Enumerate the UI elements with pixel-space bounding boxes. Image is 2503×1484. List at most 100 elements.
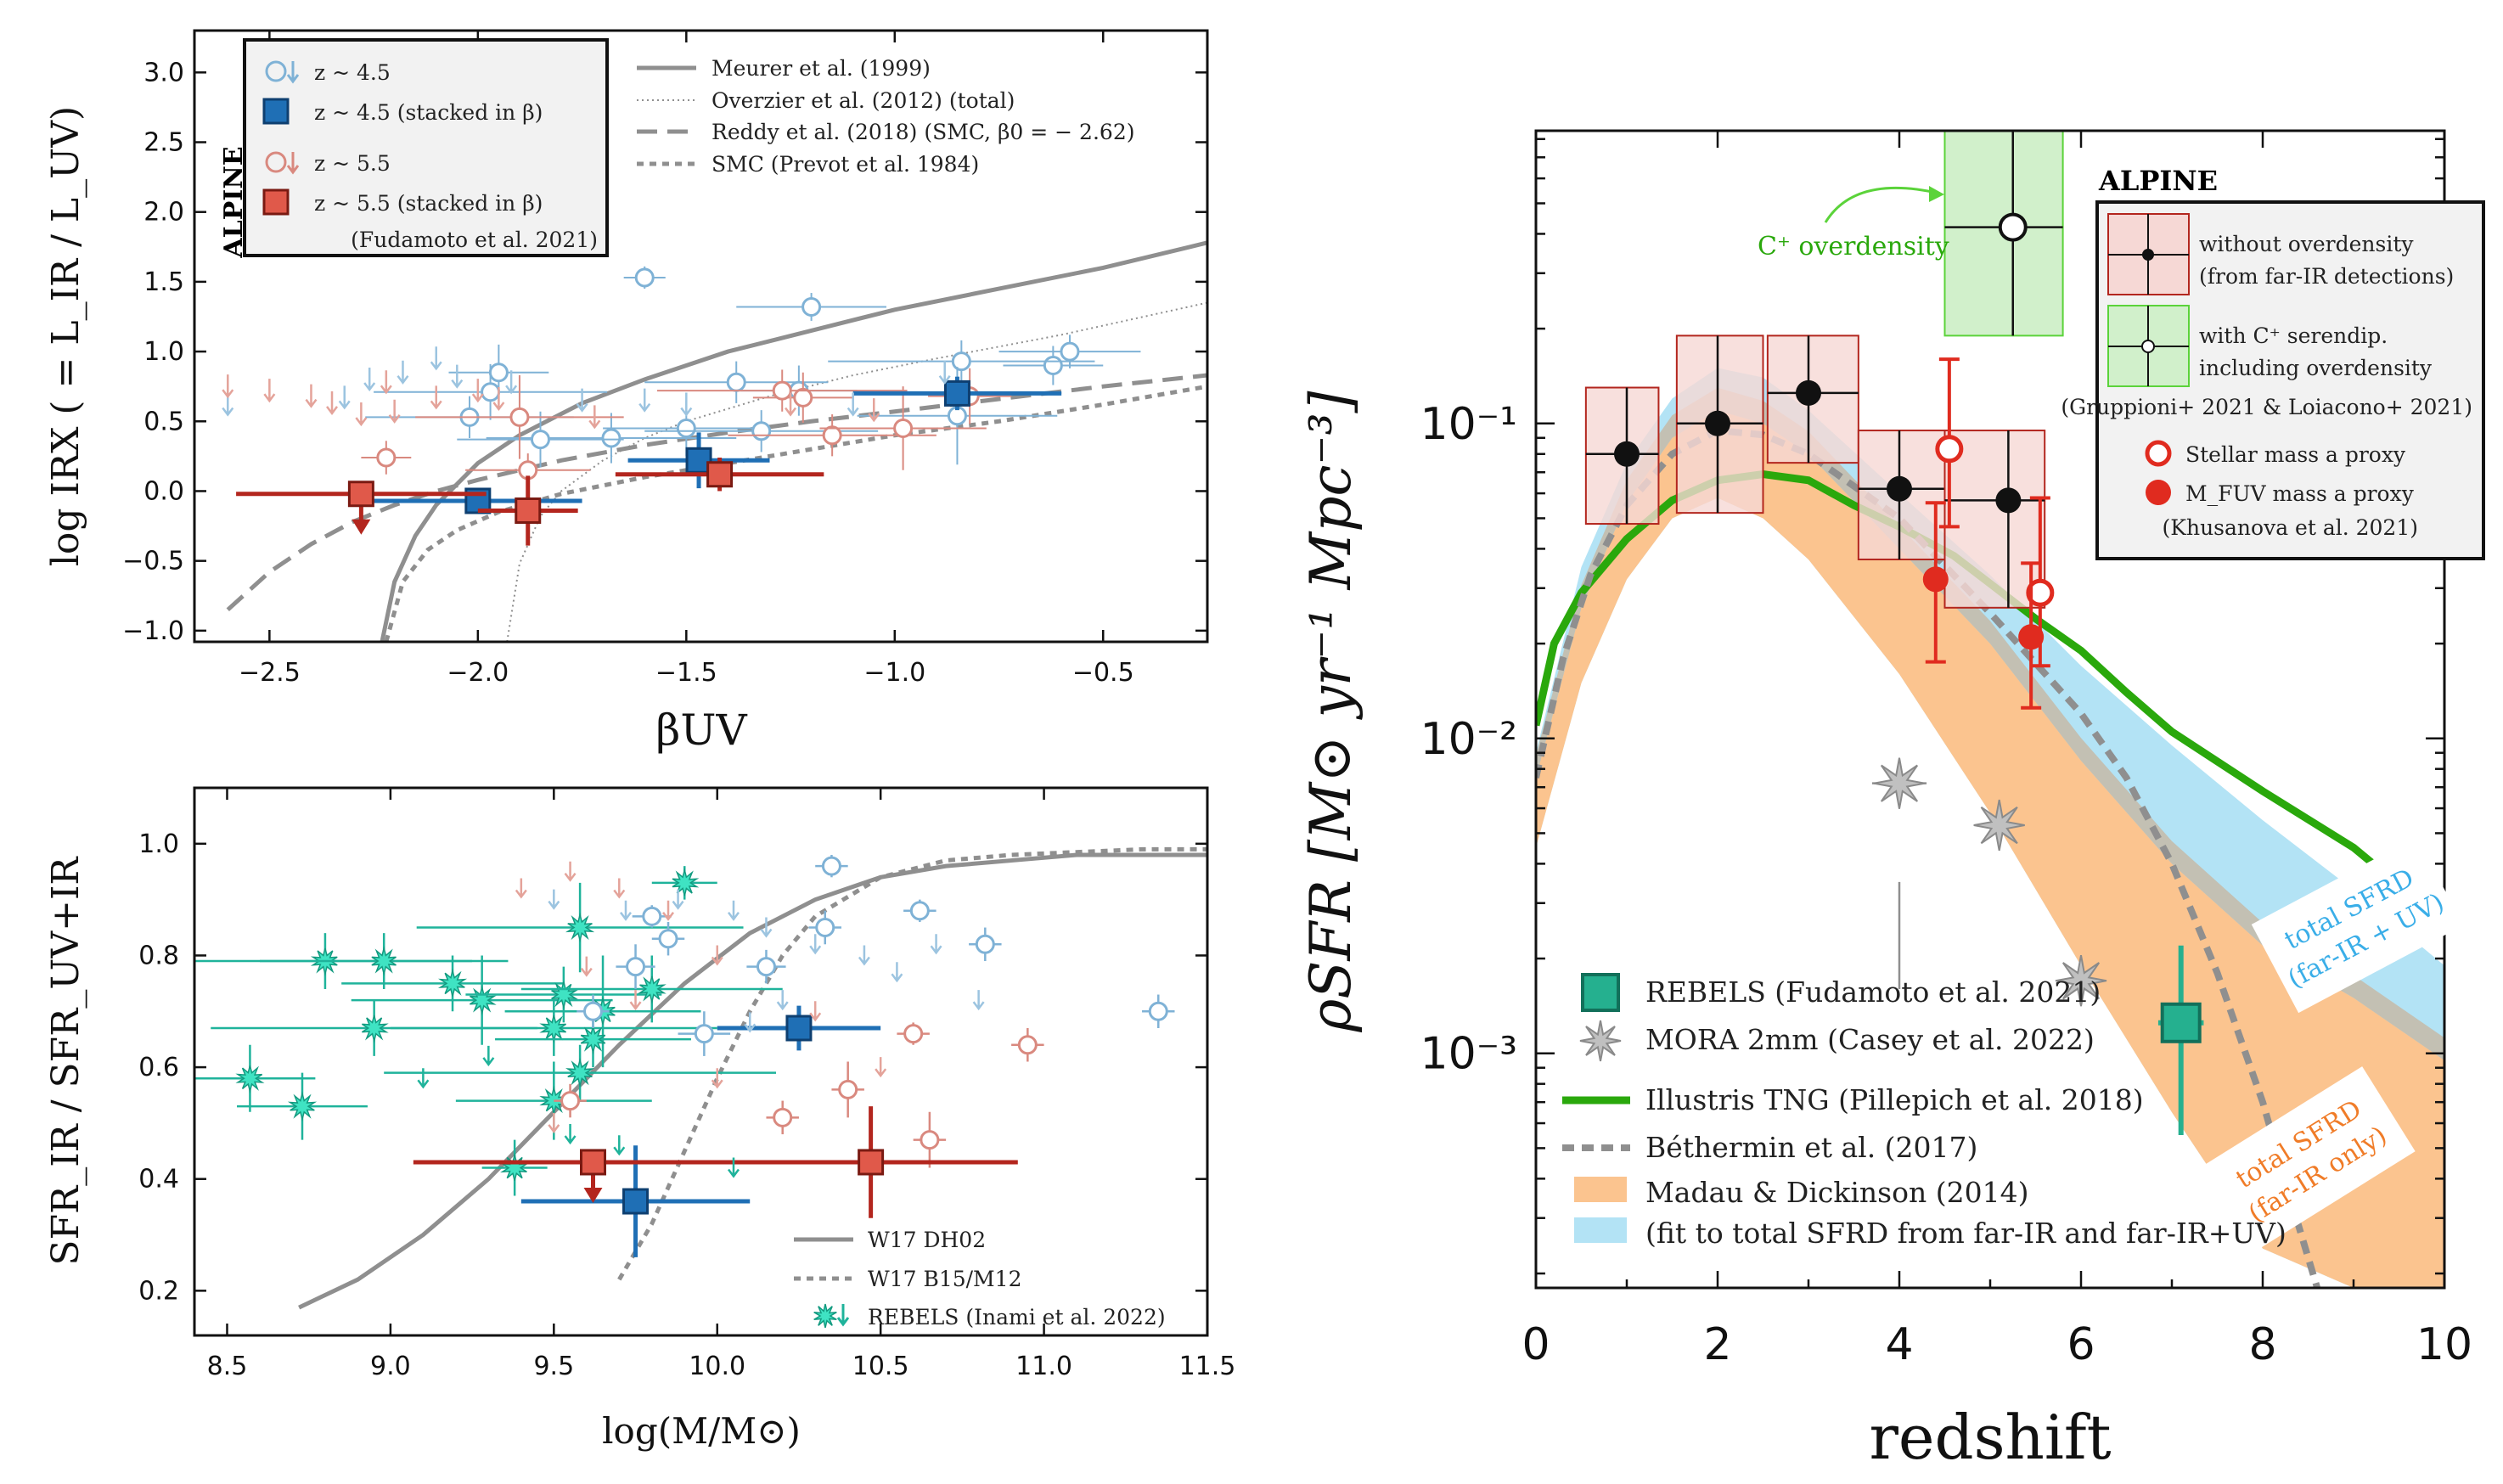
irx-data	[222, 266, 1141, 546]
upper-limit-arrow	[680, 392, 693, 417]
x-tick-label: −2.0	[447, 658, 509, 688]
rebels-star	[470, 985, 497, 1016]
mora-star	[2055, 955, 2107, 1007]
sfr-panel: 8.5 9.0 9.5 10.0 10.5 11.0 11.5 0.2 0.4 0.6 0.8 1.0…	[44, 786, 1235, 1452]
sfrd-ticks: 0 2 4 6 8 10 10⁻³ 10⁻² 10⁻¹	[1420, 131, 2472, 1370]
sfrd-data	[1584, 131, 2204, 1136]
overdensity-annotation: C⁺ overdensity	[1758, 232, 1949, 261]
upper-limit-arrow	[222, 374, 234, 399]
data-point	[903, 1024, 924, 1044]
y-tick-label: 10⁻³	[1420, 1029, 1517, 1080]
data-point	[658, 929, 678, 949]
sfr-plot-frame	[193, 786, 1209, 1337]
rebels-point	[2160, 1002, 2202, 1043]
b15-curve	[617, 846, 1207, 1281]
rebels-star	[551, 981, 578, 1010]
sfrd-y-axis-label: ρSFR [M⊙ yr⁻¹ Mpc⁻³]	[1298, 391, 1364, 1032]
sfr-legend-item: W17 DH02	[868, 1228, 986, 1252]
legend-star-shape	[813, 1303, 837, 1329]
upper-limit-arrow	[938, 360, 951, 385]
y-tick-label: 0.8	[138, 941, 179, 970]
upper-limit-arrow	[564, 1124, 577, 1145]
data-point	[1148, 1001, 1168, 1021]
irx-x-axis-label: βUV	[655, 705, 747, 755]
sfrd-legend-item: Madau & Dickinson (2014)	[1645, 1176, 2028, 1209]
upper-limit-arrow	[875, 1057, 887, 1078]
upper-limit-arrow	[858, 945, 870, 966]
stacked-point	[785, 1015, 813, 1042]
rebels-star	[437, 968, 468, 997]
sfrd-legend-credit: (Gruppioni+ 2021 & Loiacono+ 2021)	[2061, 395, 2472, 419]
data-point	[822, 425, 842, 446]
upper-limit-arrow	[580, 956, 593, 977]
legend-gray-star-shape	[1579, 1020, 1622, 1062]
upper-limit-arrow	[629, 990, 642, 1011]
stacked-point	[515, 497, 542, 524]
data-point	[481, 382, 501, 402]
sfrd-legend-item: without overdensity	[2199, 232, 2414, 256]
x-tick-label: 10	[2416, 1319, 2472, 1370]
x-tick-label: 0	[1521, 1319, 1550, 1370]
upper-limit-arrow	[492, 386, 505, 412]
x-tick-label: −0.5	[1072, 658, 1134, 688]
x-tick-label: 9.5	[533, 1352, 574, 1381]
alpine-point	[1887, 475, 1912, 502]
upper-limit-arrow	[397, 360, 409, 385]
data-point	[920, 1130, 940, 1150]
legend-square-green	[1581, 973, 1620, 1012]
x-tick-label: −1.5	[655, 658, 717, 688]
sfrd-bottom-legend: REBELS (Fudamoto et al. 2021) MORA 2mm (…	[1562, 973, 2286, 1250]
upper-limit-arrow	[388, 399, 401, 424]
meurer-curve	[380, 240, 1207, 642]
y-tick-label: −1.0	[122, 616, 184, 646]
data-point	[975, 934, 995, 954]
upper-limit-arrow	[809, 1001, 822, 1022]
upper-limit-arrow	[847, 392, 859, 417]
overlap-band	[1536, 387, 2444, 1060]
irx-y-axis-label: log IRX ( = L_IR / L_UV)	[44, 106, 87, 566]
data-point	[530, 430, 550, 450]
sfrd-legend-item: (fit to total SFRD from far-IR and far-I…	[1645, 1217, 2286, 1250]
y-tick-label: 10⁻¹	[1420, 399, 1517, 450]
data-point	[694, 1024, 714, 1044]
irx-line-legend-item: Reddy et al. (2018) (SMC, β0 = − 2.62)	[712, 120, 1134, 144]
dh02-curve	[298, 852, 1207, 1310]
y-tick-label: 0.2	[138, 1276, 179, 1306]
x-tick-label: 6	[2067, 1319, 2095, 1370]
upper-limit-arrow	[638, 388, 651, 413]
data-point	[756, 957, 776, 977]
x-tick-label: 4	[1885, 1319, 1913, 1370]
irx-curves	[226, 240, 1207, 642]
upper-limit-arrow	[326, 391, 339, 415]
y-tick-label: 2.5	[143, 128, 184, 158]
upper-limit-arrow	[417, 1068, 430, 1089]
irx-line-legend-item: Meurer et al. (1999)	[712, 56, 931, 81]
rebels-star	[362, 1015, 389, 1043]
rebels-star	[672, 867, 700, 897]
overdensity-arrow	[1824, 186, 1941, 223]
data-point	[951, 351, 971, 372]
legend-filled-circle-red	[2146, 480, 2171, 505]
upper-limit-arrow	[548, 889, 560, 910]
sfrd-panel: 0 2 4 6 8 10 10⁻³ 10⁻² 10⁻¹ redshift ρSFR [M⊙ yr…	[1298, 129, 2485, 1473]
mora-star	[1973, 799, 2025, 852]
alpine-point	[1796, 379, 1821, 406]
data-point	[838, 1079, 858, 1099]
irx-ticks: −2.5 −2.0 −1.5 −1.0 −0.5 −1.0 −0.5 0.0 0.5 1.0 1.5…	[122, 31, 1207, 688]
upper-limit-arrow	[619, 900, 632, 921]
x-tick-label: 8	[2248, 1319, 2276, 1370]
sfr-curves	[298, 846, 1207, 1310]
data-point	[893, 418, 914, 438]
legend-arrow-icon-blue	[286, 61, 300, 84]
upper-limit-arrow	[776, 990, 789, 1011]
proxy-point	[1922, 566, 1949, 593]
sfrd-legend-credit: (Khusanova et al. 2021)	[2163, 515, 2418, 540]
x-tick-label: −1.0	[863, 658, 925, 688]
y-tick-label: 0.4	[138, 1165, 179, 1195]
sfrd-bands	[1536, 368, 2444, 1288]
legend-star-icon	[813, 1303, 837, 1329]
rebels-star	[371, 946, 397, 976]
data-point	[634, 267, 655, 288]
stacked-point	[622, 1188, 650, 1215]
data-point	[509, 407, 530, 427]
